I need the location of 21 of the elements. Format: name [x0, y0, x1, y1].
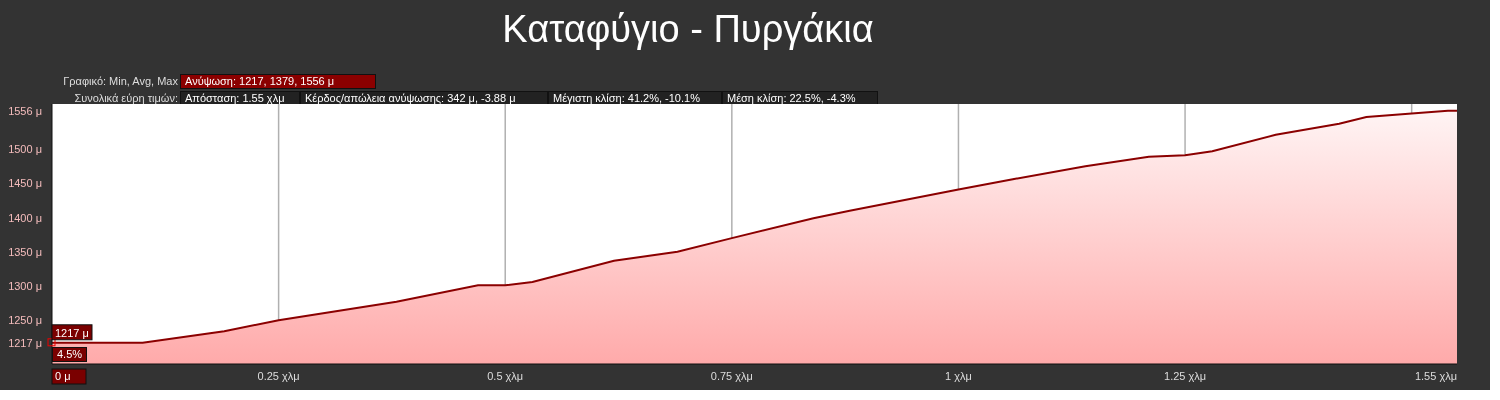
y-tick-label: 1556 μ [8, 104, 42, 117]
x-tick-label: 1 χλμ [945, 370, 972, 382]
x-tick-label: 0.5 χλμ [487, 370, 524, 382]
text: Συνολικά εύρη τιμών: [74, 92, 178, 105]
annotation: 1217 μ [55, 326, 89, 339]
text: Γραφικό: Min, Avg, Max [63, 75, 178, 88]
x-tick-label: 0.25 χλμ [257, 370, 300, 382]
x-tick-label: 0 μ [55, 370, 71, 382]
y-tick-label: 1500 μ [8, 143, 42, 156]
y-tick-label: 1217 μ [8, 336, 42, 349]
y-tick-label: 1400 μ [8, 211, 42, 224]
y-tick-label: 1450 μ [8, 177, 42, 190]
y-tick-label: 1300 μ [8, 280, 42, 292]
x-tick-label: 1.25 χλμ [1164, 370, 1207, 382]
y-tick-label: 1350 μ [8, 245, 42, 258]
chart-title: Καταφύγιο - Πυργάκια [501, 8, 875, 51]
annotation: 4.5% [52, 347, 88, 362]
x-tick-label: 1.55 χλμ [1414, 370, 1457, 382]
y-tick-label: 1250 μ [8, 314, 42, 327]
x-tick-label: 0.75 χλμ [710, 370, 753, 382]
info-box: Ανύψωση: 1217, 1379, 1556 μ [180, 74, 376, 89]
